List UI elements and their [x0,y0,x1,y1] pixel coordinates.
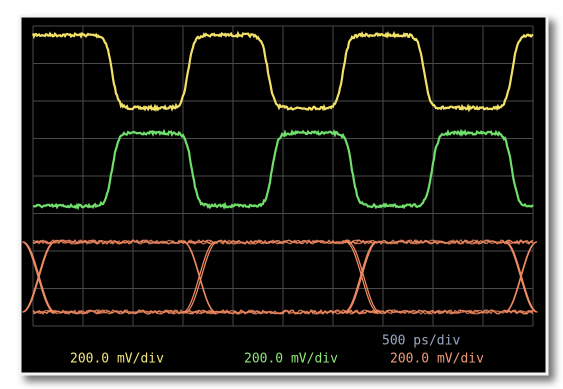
timebase-label: 500 ps/div [382,334,460,349]
page: 500 ps/div 200.0 mV/div 200.0 mV/div 200… [0,0,563,389]
scope-screen: 500 ps/div 200.0 mV/div 200.0 mV/div 200… [0,0,563,389]
channel-2-scale: 200.0 mV/div [244,352,338,367]
channel-1-scale: 200.0 mV/div [70,352,164,367]
channel-3-scale: 200.0 mV/div [390,352,484,367]
